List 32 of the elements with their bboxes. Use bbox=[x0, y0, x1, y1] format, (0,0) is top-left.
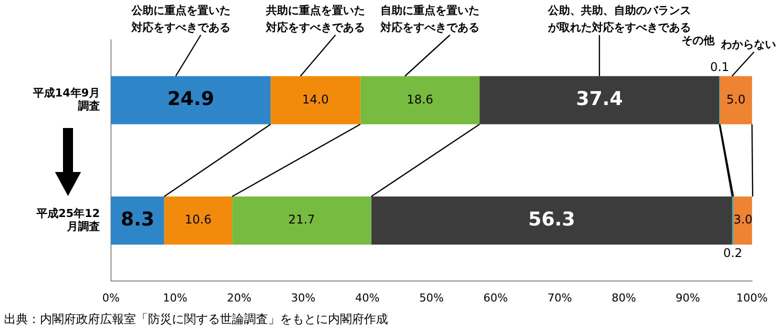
data-label: 37.4 bbox=[576, 88, 623, 110]
x-tick-label: 40% bbox=[355, 291, 380, 304]
text: 共助に重点を置いた対応をすべきである bbox=[264, 4, 365, 34]
data-label: 14.0 bbox=[302, 92, 329, 106]
x-tick-label: 20% bbox=[226, 291, 252, 304]
source-note: 出典：内閣府政府広報室「防災に関する世論調査」をもとに内閣府作成 bbox=[4, 311, 388, 328]
text: 公助に重点を置いた対応をすべきである bbox=[130, 4, 230, 34]
y-tick-label: 平成14年9月調査 bbox=[32, 86, 100, 113]
data-label: 10.6 bbox=[184, 212, 212, 227]
x-tick-label: 90% bbox=[676, 291, 700, 304]
text: その他 bbox=[681, 34, 716, 47]
data-label: 24.9 bbox=[167, 88, 214, 110]
data-label: 8.3 bbox=[120, 208, 154, 231]
x-tick-label: 0% bbox=[102, 291, 120, 304]
data-label: 3.0 bbox=[733, 212, 753, 227]
data-label: 18.6 bbox=[406, 92, 434, 106]
x-tick-label: 100% bbox=[736, 291, 768, 304]
data-label: 0.1 bbox=[710, 60, 730, 74]
text: 自助に重点を置いた対応をすべきである bbox=[379, 4, 480, 34]
data-label: 0.2 bbox=[723, 246, 742, 260]
x-tick-label: 30% bbox=[291, 291, 316, 304]
x-tick-label: 10% bbox=[162, 291, 188, 304]
x-tick-label: 70% bbox=[547, 291, 572, 304]
x-tick-label: 60% bbox=[483, 291, 508, 304]
data-label: 56.3 bbox=[528, 208, 576, 231]
x-tick-label: 50% bbox=[419, 291, 444, 304]
text: 公助、共助、自助のバランスが取れた対応をすべきである bbox=[546, 4, 691, 34]
data-label: 21.7 bbox=[288, 212, 316, 227]
text: わからない bbox=[720, 38, 776, 51]
x-tick-label: 80% bbox=[612, 291, 636, 304]
data-label: 5.0 bbox=[726, 92, 746, 106]
y-tick-label: 平成25年12月調査 bbox=[35, 206, 100, 234]
